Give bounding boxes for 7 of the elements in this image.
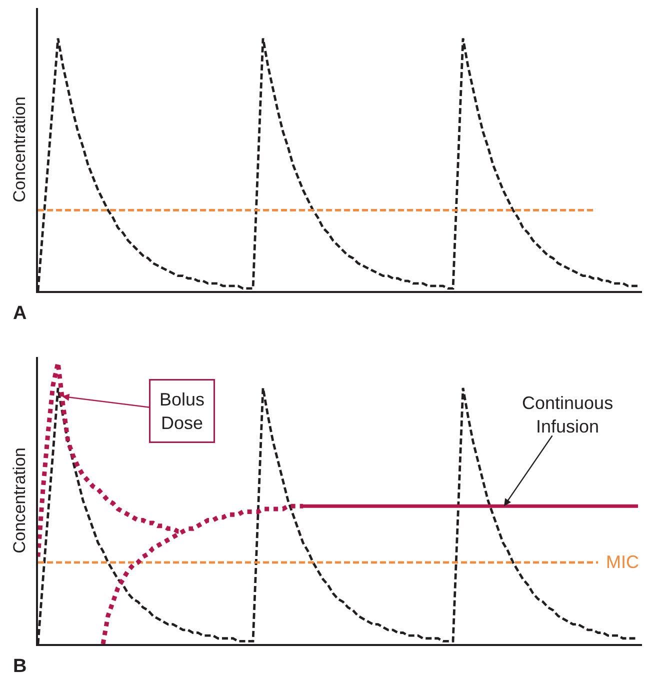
text: A: [13, 303, 27, 324]
annotation: Continuous Infusion: [522, 393, 614, 436]
series-label: MIC: [606, 552, 639, 572]
annotation: Bolus Dose: [160, 390, 205, 433]
y-axis-title: Concentration: [10, 448, 30, 554]
y-axis-title: Concentration: [10, 96, 30, 202]
text: B: [13, 656, 27, 673]
